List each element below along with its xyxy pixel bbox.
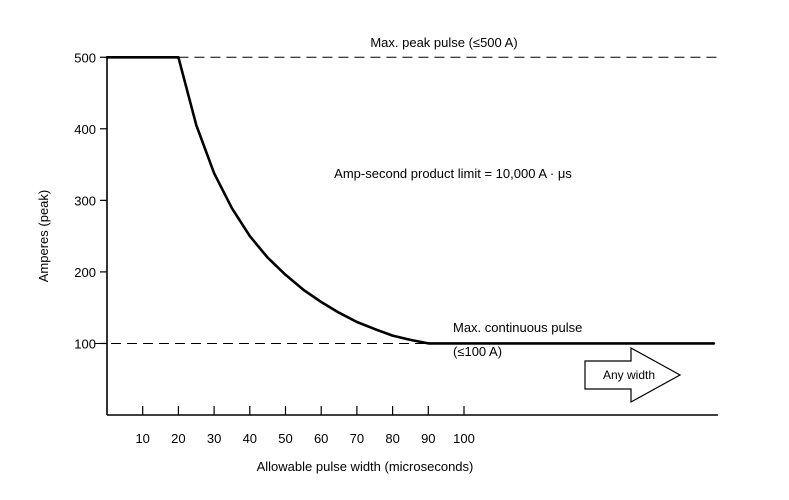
any-width-label: Any width [603,368,655,382]
max-continuous-sublabel: (≤100 A) [453,344,502,359]
x-axis-label: Allowable pulse width (microseconds) [257,459,474,474]
y-tick-label: 100 [74,336,96,351]
any-width-arrow: Any width [584,346,682,404]
y-axis-label: Amperes (peak) [36,190,51,282]
x-tick-label: 10 [135,431,149,446]
max-peak-label: Max. peak pulse (≤500 A) [370,35,517,50]
y-tick-label: 300 [74,193,96,208]
x-tick-label: 60 [314,431,328,446]
x-tick-label: 100 [453,431,475,446]
x-tick-label: 50 [278,431,292,446]
max-continuous-label: Max. continuous pulse [453,320,582,335]
x-tick-label: 30 [207,431,221,446]
pulse-limit-curve [105,56,716,345]
x-tick-label: 70 [350,431,364,446]
x-tick-label: 80 [385,431,399,446]
y-tick-label: 200 [74,265,96,280]
x-ticks: 10 20 30 40 50 60 70 80 90 100 [135,406,475,446]
amp-second-annotation: Amp-second product limit = 10,000 A · μs [334,166,572,181]
arrow-shape [584,346,682,404]
y-ticks: 100 200 300 400 500 [74,50,107,351]
x-tick-label: 20 [171,431,185,446]
y-tick-label: 400 [74,122,96,137]
x-tick-label: 90 [421,431,435,446]
y-tick-label: 500 [74,50,96,65]
x-tick-label: 40 [243,431,257,446]
